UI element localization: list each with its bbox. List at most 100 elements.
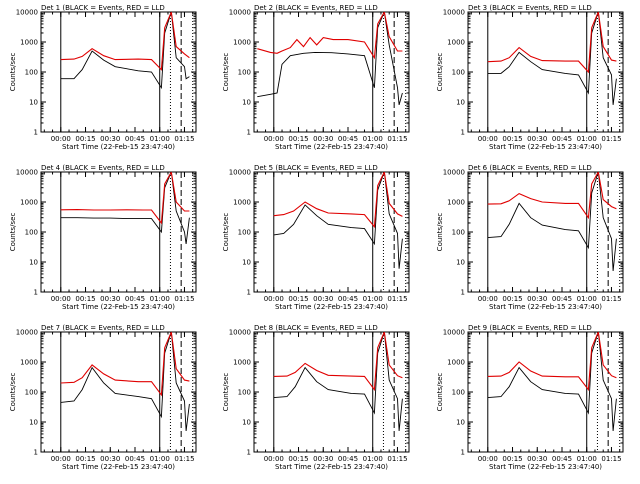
chart-title: Det 7 (BLACK = Events, RED = LLD	[41, 324, 165, 332]
y-tick-label: 1	[461, 289, 465, 297]
x-tick-label: 00:45	[338, 135, 358, 143]
x-tick-label: 00:15	[288, 455, 308, 463]
x-tick-label: 00:15	[288, 135, 308, 143]
x-tick-label: 01:00	[150, 455, 170, 463]
x-tick-label: 00:00	[51, 135, 71, 143]
y-tick-label: 1000	[233, 359, 251, 367]
x-axis-label: Start Time (22-Feb-15 23:47:40)	[275, 303, 388, 311]
events-series-line	[487, 12, 617, 105]
x-tick-label: 01:00	[150, 295, 170, 303]
lld-series-line	[273, 172, 403, 229]
x-tick-label: 00:30	[313, 135, 333, 143]
detector-chart-4: Det 4 (BLACK = Events, RED = LLD 1 10 100 10…	[9, 164, 197, 311]
x-tick-label: 01:15	[387, 135, 407, 143]
x-tick-label: 01:15	[601, 135, 621, 143]
y-tick-label: 100	[452, 229, 465, 237]
y-tick-label: 10	[456, 99, 465, 107]
x-tick-label: 00:45	[338, 295, 358, 303]
y-axis-label: Counts/sec	[222, 53, 230, 92]
x-tick-label: 00:30	[100, 455, 120, 463]
events-series-line	[60, 332, 190, 432]
x-tick-label: 00:00	[51, 455, 71, 463]
x-axis-label: Start Time (22-Feb-15 23:47:40)	[62, 303, 175, 311]
x-tick-label: 00:45	[552, 135, 572, 143]
x-tick-label: 00:00	[51, 295, 71, 303]
x-tick-label: 01:15	[387, 295, 407, 303]
events-series-line	[487, 332, 617, 432]
y-tick-label: 1	[34, 129, 38, 137]
y-tick-label: 10	[456, 419, 465, 427]
plot-frame	[253, 11, 410, 133]
y-tick-label: 100	[25, 389, 38, 397]
chart-title: Det 6 (BLACK = Events, RED = LLD	[468, 164, 592, 172]
x-axis-label: Start Time (22-Feb-15 23:47:40)	[275, 463, 388, 471]
y-tick-label: 100	[238, 389, 251, 397]
x-tick-label: 00:45	[125, 135, 145, 143]
x-tick-label: 00:15	[502, 135, 522, 143]
y-tick-label: 1000	[233, 39, 251, 47]
x-tick-label: 00:30	[100, 295, 120, 303]
chart-title: Det 8 (BLACK = Events, RED = LLD	[254, 324, 378, 332]
y-axis-label: Counts/sec	[9, 53, 17, 92]
events-series-line	[257, 12, 403, 106]
x-tick-label: 00:30	[100, 135, 120, 143]
y-tick-label: 10000	[16, 329, 38, 337]
y-tick-label: 1	[34, 289, 38, 297]
x-tick-label: 00:30	[527, 455, 547, 463]
plot-frame	[40, 171, 197, 293]
y-tick-label: 1	[461, 449, 465, 457]
x-tick-label: 00:30	[527, 295, 547, 303]
y-tick-label: 100	[25, 229, 38, 237]
y-tick-label: 1	[247, 129, 251, 137]
x-tick-label: 00:15	[75, 295, 95, 303]
x-tick-label: 01:00	[577, 295, 597, 303]
y-tick-label: 100	[238, 229, 251, 237]
y-tick-label: 1000	[447, 359, 465, 367]
y-tick-label: 10	[242, 259, 251, 267]
plot-frame	[40, 11, 197, 133]
x-tick-label: 00:30	[527, 135, 547, 143]
x-tick-label: 01:15	[174, 135, 194, 143]
x-tick-label: 01:00	[363, 295, 383, 303]
x-tick-label: 01:00	[363, 135, 383, 143]
y-tick-label: 10	[29, 419, 38, 427]
x-tick-label: 00:45	[552, 295, 572, 303]
x-tick-label: 00:00	[478, 135, 498, 143]
y-axis-label: Counts/sec	[222, 213, 230, 252]
events-series-line	[60, 172, 190, 244]
x-tick-label: 00:15	[502, 295, 522, 303]
lld-series-line	[60, 12, 190, 71]
plot-frame	[253, 171, 410, 293]
plot-frame	[467, 171, 624, 293]
x-tick-label: 01:15	[174, 295, 194, 303]
y-tick-label: 10	[242, 99, 251, 107]
detector-chart-7: Det 7 (BLACK = Events, RED = LLD 1 10 100 10…	[9, 324, 197, 471]
chart-title: Det 1 (BLACK = Events, RED = LLD	[41, 4, 165, 12]
x-tick-label: 00:45	[552, 455, 572, 463]
y-tick-label: 10	[242, 419, 251, 427]
plot-frame	[467, 11, 624, 133]
y-tick-label: 1000	[447, 39, 465, 47]
x-axis-label: Start Time (22-Feb-15 23:47:40)	[62, 463, 175, 471]
x-axis-label: Start Time (22-Feb-15 23:47:40)	[489, 303, 602, 311]
x-tick-label: 00:15	[75, 455, 95, 463]
y-axis-label: Counts/sec	[436, 53, 444, 92]
x-tick-label: 00:45	[125, 455, 145, 463]
x-tick-label: 01:00	[150, 135, 170, 143]
y-axis-label: Counts/sec	[436, 373, 444, 412]
chart-title: Det 5 (BLACK = Events, RED = LLD	[254, 164, 378, 172]
lld-series-line	[257, 12, 403, 60]
x-tick-label: 01:15	[174, 455, 194, 463]
x-tick-label: 00:00	[478, 295, 498, 303]
y-axis-label: Counts/sec	[9, 373, 17, 412]
y-tick-label: 100	[452, 69, 465, 77]
events-series-line	[273, 332, 403, 432]
lld-series-line	[487, 332, 617, 392]
y-axis-label: Counts/sec	[436, 213, 444, 252]
chart-title: Det 4 (BLACK = Events, RED = LLD	[41, 164, 165, 172]
y-tick-label: 1	[34, 449, 38, 457]
x-axis-label: Start Time (22-Feb-15 23:47:40)	[489, 143, 602, 151]
lld-series-line	[487, 12, 617, 74]
detector-chart-1: Det 1 (BLACK = Events, RED = LLD 1 10 100 10…	[9, 4, 197, 151]
lld-series-line	[273, 332, 403, 392]
